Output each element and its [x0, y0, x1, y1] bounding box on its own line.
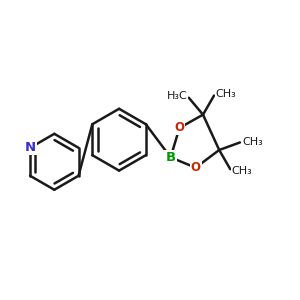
Text: O: O	[174, 122, 184, 134]
Text: B: B	[166, 151, 176, 164]
Text: CH₃: CH₃	[231, 166, 252, 176]
Text: O: O	[190, 161, 201, 174]
Text: CH₃: CH₃	[242, 136, 263, 147]
Text: N: N	[25, 141, 36, 154]
Text: CH₃: CH₃	[215, 88, 236, 98]
Text: H₃C: H₃C	[167, 91, 187, 101]
